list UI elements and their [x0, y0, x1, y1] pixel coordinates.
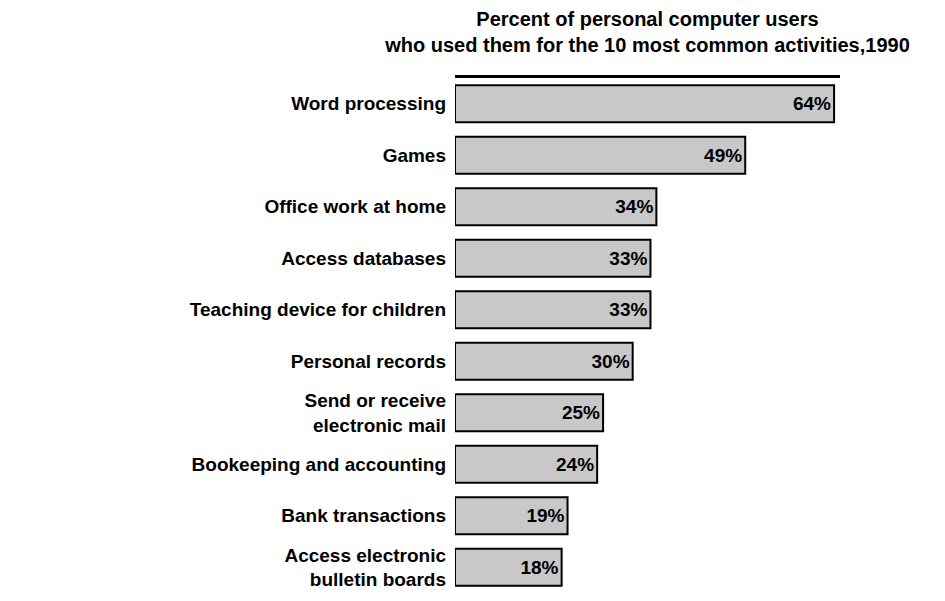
- svg-text:Bookeeping and accounting: Bookeeping and accounting: [192, 454, 446, 475]
- svg-text:34%: 34%: [615, 196, 653, 217]
- svg-text:Personal records: Personal records: [291, 351, 446, 372]
- svg-text:24%: 24%: [556, 454, 594, 475]
- svg-text:Games: Games: [383, 145, 446, 166]
- svg-text:19%: 19%: [526, 505, 564, 526]
- svg-text:Percent of personal computer u: Percent of personal computer userswho us…: [384, 8, 910, 56]
- svg-text:33%: 33%: [609, 248, 647, 269]
- svg-text:18%: 18%: [520, 557, 558, 578]
- svg-text:Bank transactions: Bank transactions: [281, 505, 446, 526]
- svg-text:Word processing: Word processing: [291, 93, 446, 114]
- svg-text:49%: 49%: [704, 145, 742, 166]
- svg-text:64%: 64%: [793, 93, 831, 114]
- svg-text:25%: 25%: [562, 402, 600, 423]
- svg-text:Office work at home: Office work at home: [264, 196, 446, 217]
- svg-text:Teaching device for children: Teaching device for children: [190, 299, 446, 320]
- svg-text:Send or receiveelectronic mail: Send or receiveelectronic mail: [304, 390, 446, 436]
- svg-text:Access electronicbulletin boar: Access electronicbulletin boards: [284, 545, 446, 591]
- svg-text:Access databases: Access databases: [281, 248, 446, 269]
- svg-text:33%: 33%: [609, 299, 647, 320]
- svg-text:30%: 30%: [592, 351, 630, 372]
